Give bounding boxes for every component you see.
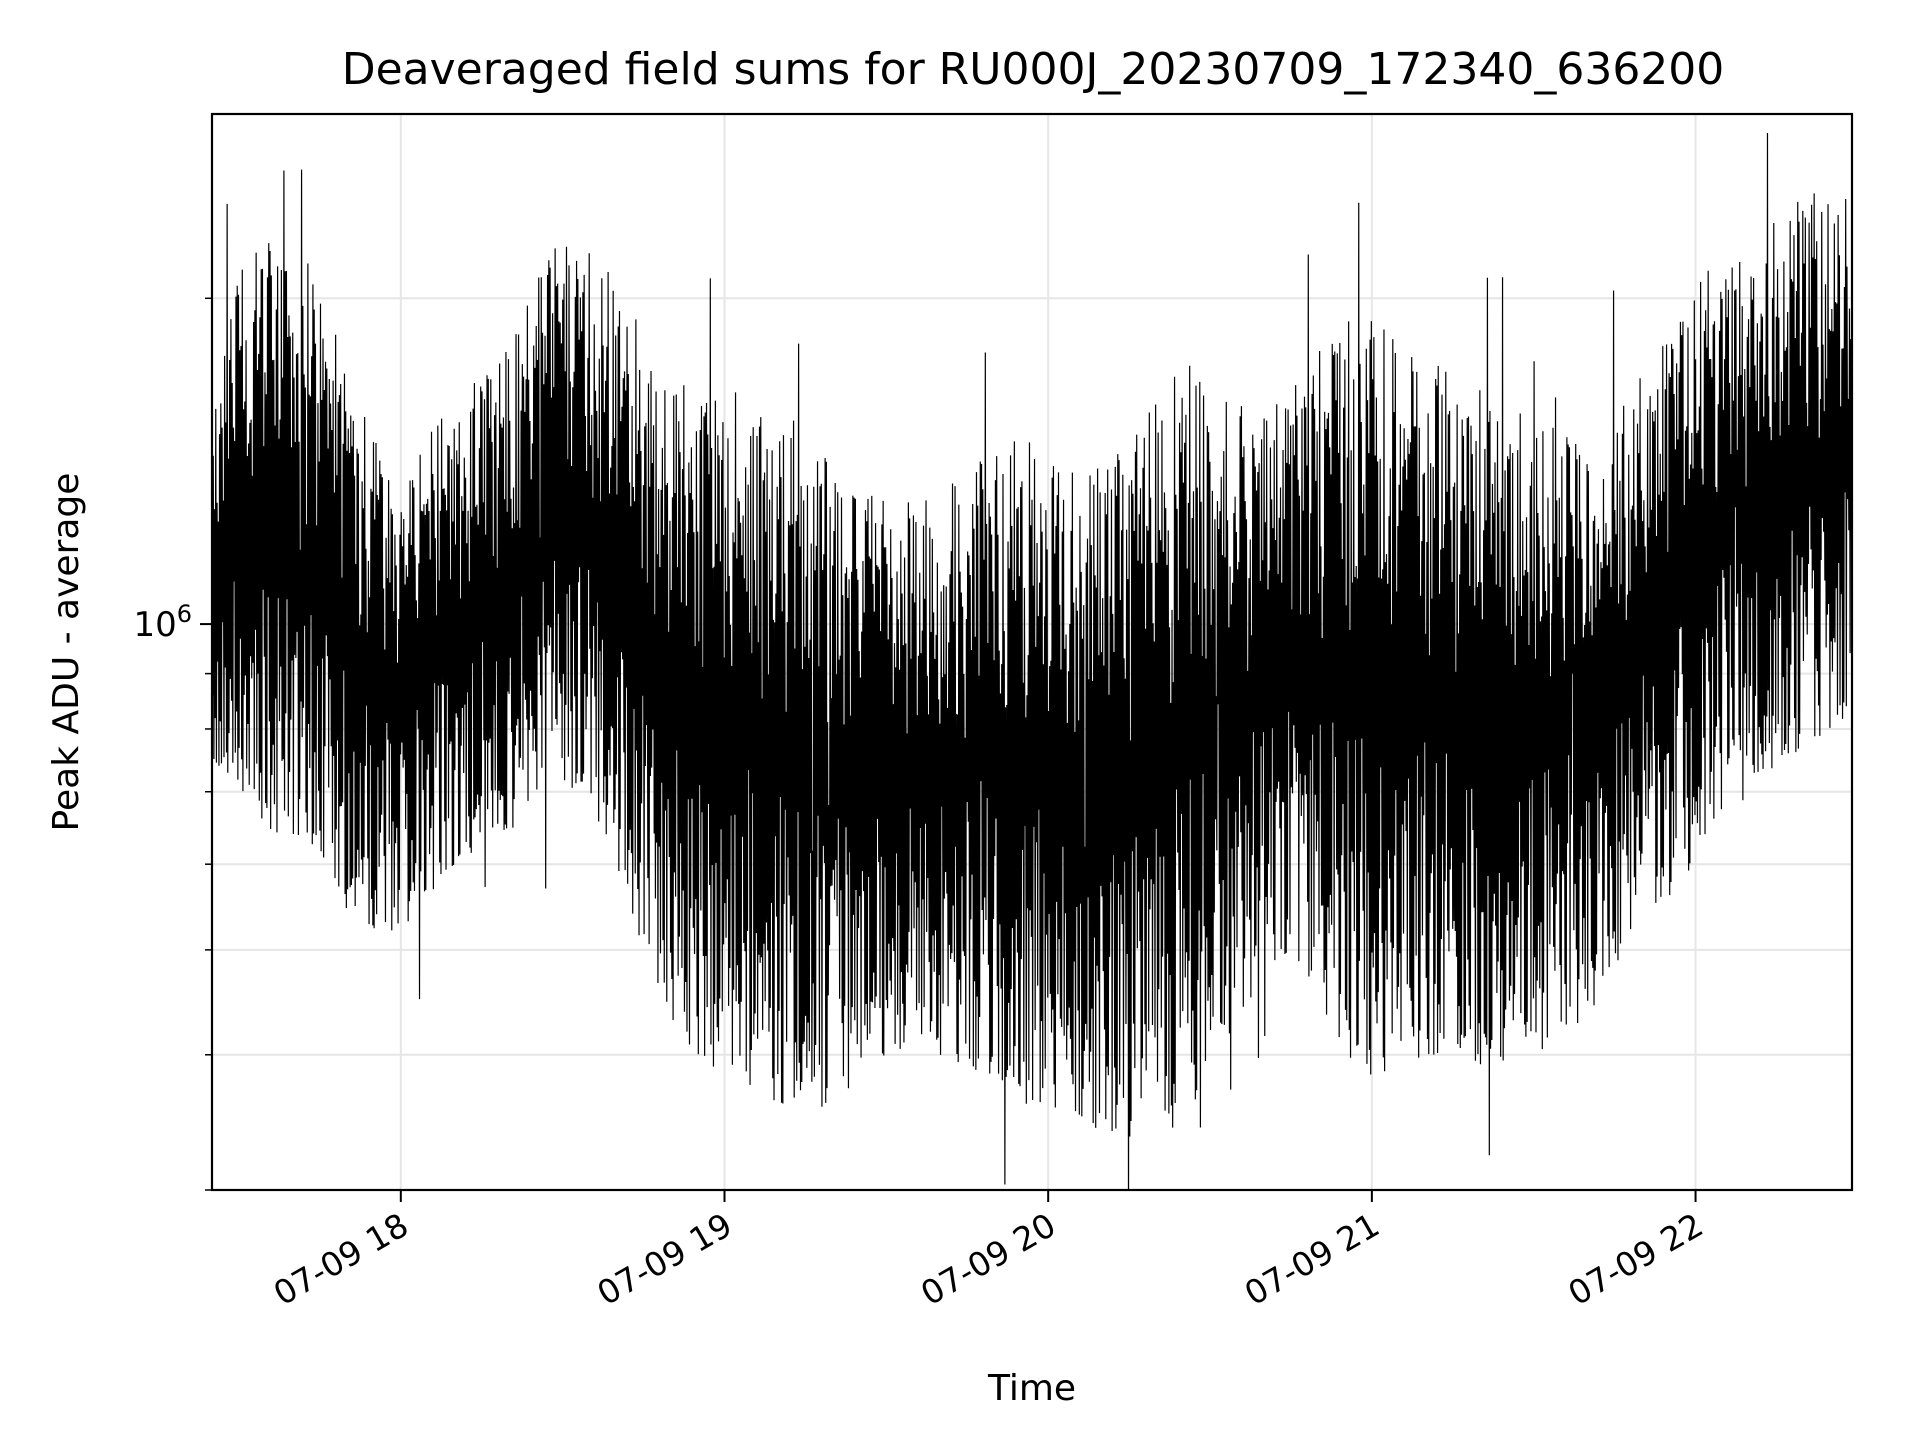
y-axis-ticks: 106 xyxy=(133,297,212,1191)
y-tick-label: 106 xyxy=(133,600,192,645)
y-axis-label: Peak ADU - average xyxy=(46,473,87,832)
plot-frame xyxy=(210,112,1854,1192)
x-axis-label: Time xyxy=(987,1368,1076,1409)
chart-title: Deaveraged field sums for RU000J_2023070… xyxy=(342,44,1725,95)
plot-area xyxy=(212,132,1852,1190)
series-line xyxy=(212,132,1852,1190)
